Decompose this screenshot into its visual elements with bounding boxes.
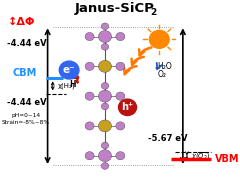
Text: pH=0~14
Strain=-8%~8%: pH=0~14 Strain=-8%~8% <box>2 113 50 125</box>
Circle shape <box>116 62 125 70</box>
Text: ↕ΔΦ: ↕ΔΦ <box>8 17 36 27</box>
Circle shape <box>98 150 112 162</box>
Text: -4.44 eV: -4.44 eV <box>7 98 47 107</box>
Text: -5.67 eV: -5.67 eV <box>148 134 187 143</box>
Circle shape <box>98 90 112 102</box>
Circle shape <box>98 60 112 72</box>
Circle shape <box>116 33 125 41</box>
Circle shape <box>101 142 109 149</box>
Circle shape <box>85 62 94 70</box>
Text: VBM: VBM <box>215 154 239 164</box>
Circle shape <box>85 33 94 41</box>
Text: 2: 2 <box>151 8 157 17</box>
Circle shape <box>116 152 125 160</box>
Circle shape <box>101 43 109 50</box>
Circle shape <box>119 99 137 115</box>
Text: χ(H₂): χ(H₂) <box>57 83 75 89</box>
Text: e⁻: e⁻ <box>63 65 75 75</box>
Text: $\chi(\overline{O_2})$: $\chi(\overline{O_2})$ <box>191 150 210 162</box>
Circle shape <box>85 92 94 100</box>
Text: Janus-SiCP: Janus-SiCP <box>74 2 154 15</box>
Circle shape <box>101 103 109 110</box>
Text: H₂: H₂ <box>69 72 79 81</box>
Circle shape <box>101 23 109 30</box>
Circle shape <box>116 92 125 100</box>
Circle shape <box>59 61 79 79</box>
Circle shape <box>85 122 94 130</box>
Text: -4.44 eV: -4.44 eV <box>7 40 47 49</box>
Circle shape <box>98 120 112 132</box>
Circle shape <box>150 30 169 48</box>
Text: CBM: CBM <box>13 68 37 78</box>
Text: O₂: O₂ <box>157 70 166 79</box>
Circle shape <box>85 152 94 160</box>
Text: h⁺: h⁺ <box>121 102 134 112</box>
Text: H⁺: H⁺ <box>69 81 79 89</box>
Circle shape <box>116 122 125 130</box>
Circle shape <box>98 31 112 43</box>
Circle shape <box>101 83 109 89</box>
Text: H₂O: H₂O <box>157 62 172 71</box>
Circle shape <box>101 163 109 169</box>
